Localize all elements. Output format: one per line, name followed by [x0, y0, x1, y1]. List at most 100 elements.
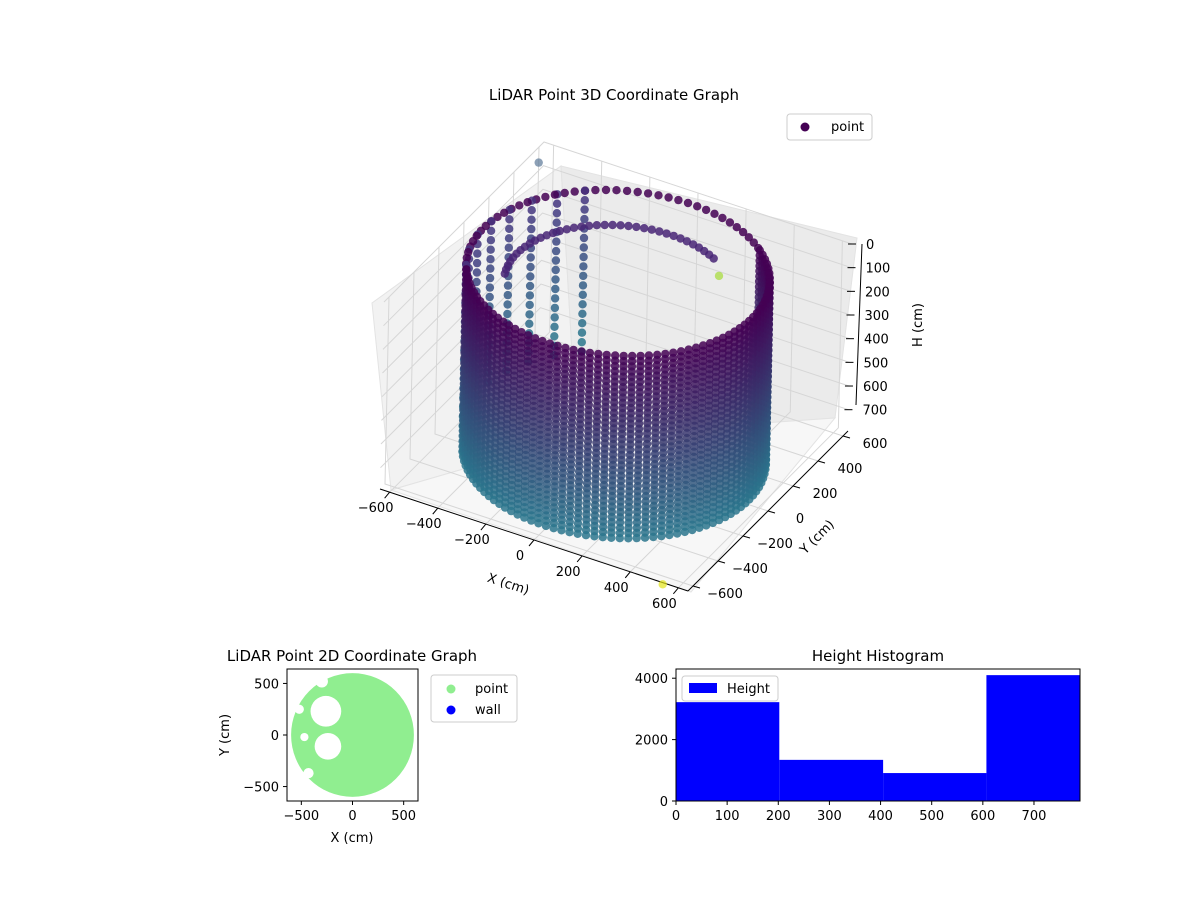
point-cloud-gap — [314, 733, 342, 760]
lidar-point — [578, 309, 587, 318]
y-tick-3d — [767, 510, 776, 514]
z-axis-line — [855, 243, 863, 406]
y-tick-label-3d: 400 — [838, 462, 863, 477]
lidar-point — [552, 218, 561, 227]
lidar-point — [513, 510, 522, 519]
lidar-point — [515, 201, 524, 210]
lidar-point — [550, 332, 559, 341]
lidar-point — [526, 262, 535, 272]
lidar-point — [541, 521, 551, 531]
lidar-point — [527, 224, 536, 234]
lidar-point — [486, 245, 495, 254]
lidar-point — [551, 275, 560, 284]
lidar-point — [504, 234, 514, 243]
lidar-point — [580, 205, 589, 214]
grid-line-z — [382, 212, 851, 374]
lidar-point — [683, 198, 693, 208]
lidar-point — [622, 186, 632, 196]
lidar-point — [738, 227, 748, 237]
lidar-point — [486, 264, 495, 273]
x-tick-label-3d: 0 — [516, 549, 524, 564]
lidar-point — [590, 532, 599, 541]
lidar-point — [485, 283, 495, 292]
z-tick-label-3d: 500 — [863, 356, 888, 371]
grid-line-z — [383, 141, 853, 303]
lidar-point — [674, 195, 683, 205]
lidar-point — [486, 236, 496, 245]
legend-3d: point — [786, 113, 873, 141]
lidar-point — [680, 527, 689, 537]
point-cloud-gap — [315, 675, 328, 688]
lidar-point — [744, 233, 753, 242]
lidar-point — [550, 313, 559, 322]
legend-2d-label-wall: wall — [475, 703, 501, 718]
lidar-point — [601, 185, 611, 195]
lidar-point — [527, 215, 536, 224]
lidar-point — [500, 208, 509, 217]
x-tick-label-histogram: 300 — [817, 809, 842, 824]
y-tick-label-histogram: 4000 — [635, 672, 668, 687]
lidar-point — [578, 300, 587, 309]
lidar-point — [643, 189, 653, 198]
histogram-title: Height Histogram — [812, 647, 944, 665]
lidar-point — [632, 222, 641, 232]
lidar-point — [725, 218, 735, 227]
lidar-point — [526, 272, 535, 281]
histogram-bar — [986, 675, 1080, 801]
x-tick-3d — [624, 571, 631, 579]
lidar-point — [657, 531, 666, 541]
y-axis-label-2d: Y (cm) — [218, 714, 233, 757]
outlier-point — [658, 580, 667, 589]
lidar-point — [640, 533, 650, 542]
lidar-point — [579, 262, 588, 271]
legend-2d-marker-point — [446, 684, 456, 694]
lidar-point — [578, 319, 587, 328]
lidar-point — [655, 227, 664, 236]
lidar-point — [580, 214, 589, 224]
lidar-point — [591, 185, 600, 195]
grid-line-x — [678, 240, 843, 589]
chart-3d-title: LiDAR Point 3D Coordinate Graph — [489, 86, 739, 104]
y-tick-3d — [717, 560, 726, 564]
lidar-point — [505, 215, 514, 224]
lidar-point — [710, 209, 719, 218]
legend-histogram-label: Height — [727, 682, 770, 697]
x-tick-label-3d: 200 — [556, 565, 581, 580]
point-cloud-2d — [291, 673, 414, 797]
grid-line-z — [382, 188, 852, 350]
lidar-point — [573, 529, 582, 538]
lidar-point — [555, 226, 564, 236]
x-tick-label-histogram: 500 — [919, 809, 944, 824]
x-tick-label-2d: −500 — [283, 809, 319, 824]
x-tick-label-3d: −600 — [358, 501, 394, 516]
legend-3d-marker-point — [800, 122, 810, 132]
lidar-point — [473, 249, 482, 258]
lidar-point — [504, 243, 513, 252]
lidar-point — [500, 269, 509, 278]
lidar-point — [676, 234, 685, 243]
z-tick-label-3d: 700 — [862, 404, 887, 419]
lidar-point — [548, 228, 558, 238]
lidar-point — [557, 526, 566, 535]
lidar-point — [654, 191, 663, 200]
x-tick-label-2d: 0 — [348, 809, 356, 824]
lidar-point — [523, 198, 532, 207]
grid-line-x — [389, 145, 555, 493]
x-tick-3d — [528, 539, 535, 547]
lidar-point — [525, 310, 534, 319]
x-tick-label-histogram: 100 — [715, 809, 740, 824]
lidar-point — [607, 533, 616, 542]
histogram-bar — [779, 759, 884, 801]
lidar-point — [503, 309, 512, 319]
y-tick-label-2d: 500 — [254, 677, 279, 692]
ticks-3d: −600−400−2000200400600−600−400−200020040… — [358, 238, 891, 612]
lidar-point — [579, 252, 588, 262]
plot-area-2d — [291, 673, 414, 797]
z-axis-label-3d: H (cm) — [911, 303, 926, 347]
lidar-point — [550, 190, 560, 199]
z-tick-label-3d: 400 — [864, 333, 889, 348]
z-tick-label-3d: 100 — [865, 262, 890, 277]
lidar-point — [565, 528, 574, 537]
x-tick-3d — [672, 587, 679, 595]
point-cloud-gap — [294, 704, 304, 714]
